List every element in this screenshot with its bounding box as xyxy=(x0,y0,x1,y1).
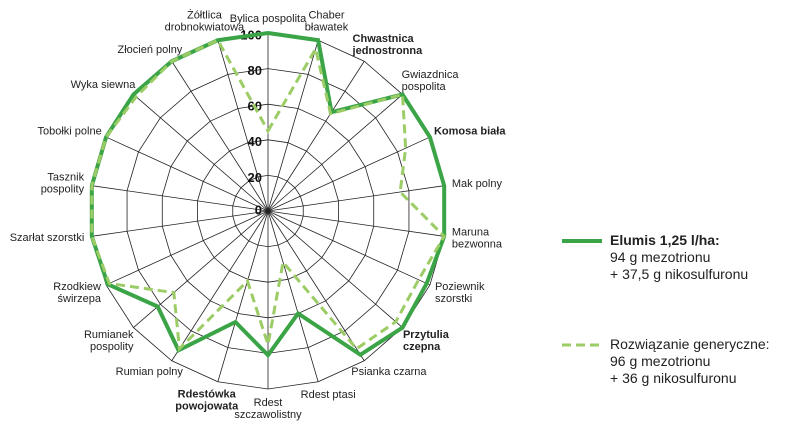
spoke xyxy=(133,210,269,328)
category-label: Złocień polny xyxy=(117,43,183,56)
spoke xyxy=(267,40,319,212)
y-tick-label: 0 xyxy=(255,202,262,217)
grid-ring xyxy=(197,139,339,283)
category-label: Psianka czarna xyxy=(351,366,427,379)
category-label: Komosa biała xyxy=(433,125,506,138)
spoke xyxy=(171,61,269,212)
spoke xyxy=(267,210,445,237)
series-line xyxy=(90,38,447,353)
spoke xyxy=(105,136,269,212)
category-label: Mak polny xyxy=(451,177,502,190)
category-label: Rumian polny xyxy=(115,366,183,379)
category-label: Rumianek pospolity xyxy=(83,328,134,353)
category-label: Chwastnica jednostronna xyxy=(352,32,423,57)
category-label: Żółtlica drobnokwiatowa xyxy=(164,9,245,34)
spoke xyxy=(217,210,269,382)
y-tick-label: 40 xyxy=(248,134,262,149)
spoke xyxy=(267,185,445,212)
spoke xyxy=(267,136,431,212)
category-label: Tobołki polne xyxy=(37,125,102,138)
spoke xyxy=(267,210,319,382)
category-label: Gwiazdnica pospolita xyxy=(401,69,459,94)
spoke xyxy=(105,210,269,286)
category-label: Rdest ptasi xyxy=(300,389,356,402)
category-label: Przytulia czepna xyxy=(402,328,449,353)
category-label: Chaber bławatek xyxy=(304,9,349,34)
spoke xyxy=(267,210,431,286)
spoke xyxy=(91,210,269,237)
grid-ring xyxy=(161,103,375,319)
spoke xyxy=(267,94,403,212)
legend-label: Elumis 1,25 l/ha: 94 g mezotrionu + 37,5… xyxy=(610,232,749,282)
y-tick-label: 20 xyxy=(248,170,262,185)
category-label: Rdest szczawolistny xyxy=(234,397,302,421)
category-label: Tasznik pospolity xyxy=(40,170,85,195)
category-label: Maruna bezwonna xyxy=(451,227,502,252)
category-label: Bylica pospolita xyxy=(229,13,307,25)
spoke xyxy=(133,94,269,212)
spoke xyxy=(171,210,269,361)
category-label: Poziewnik szorstki xyxy=(434,281,485,306)
spoke xyxy=(217,40,269,212)
legend-label: Rozwiązanie generyczne: 96 g mezotrionu … xyxy=(610,336,770,386)
category-label: Rzodkiew świrzepa xyxy=(53,281,101,306)
spoke xyxy=(267,61,365,212)
y-tick-label: 80 xyxy=(248,63,262,78)
spoke xyxy=(267,210,403,328)
spoke xyxy=(91,185,269,212)
grid-ring xyxy=(232,174,304,248)
spoke xyxy=(267,210,365,361)
category-label: Rdestówka powojowata xyxy=(175,388,239,413)
category-label: Wyka siewna xyxy=(70,79,136,92)
category-label: Szarłat szorstki xyxy=(9,232,85,245)
